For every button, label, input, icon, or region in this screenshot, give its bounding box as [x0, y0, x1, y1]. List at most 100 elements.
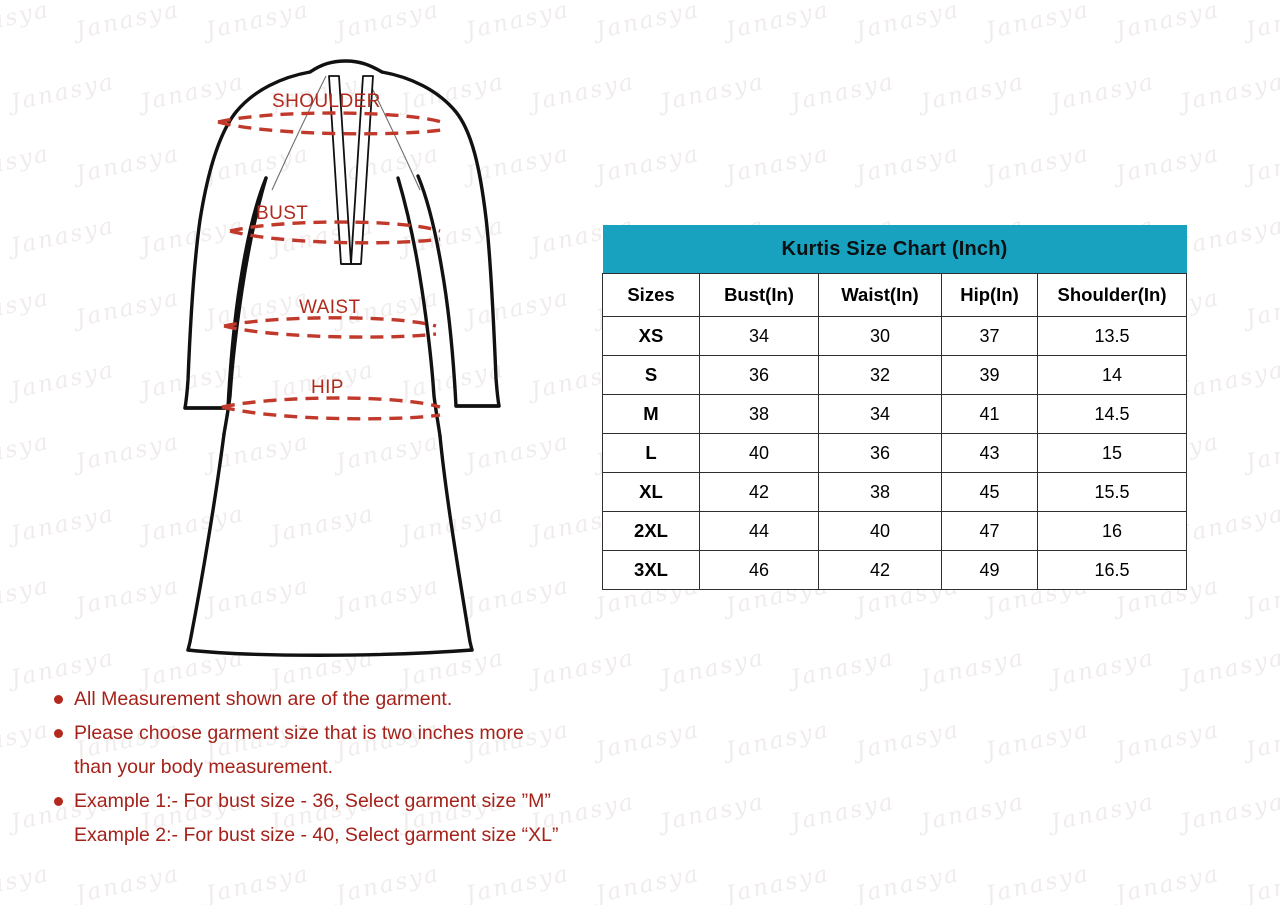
watermark-text: Janasya	[0, 284, 53, 333]
table-row: 2XL 44 40 47 16	[602, 511, 1188, 551]
cell-hip: 43	[941, 433, 1038, 473]
bust-measure-front	[229, 220, 441, 233]
note-line: Please choose garment size that is two i…	[50, 716, 750, 750]
bust-measure-back	[229, 229, 441, 245]
note-line: Example 2:- For bust size - 40, Select g…	[74, 824, 559, 846]
cell-size: XL	[602, 472, 700, 512]
watermark-text: Janasya	[1048, 644, 1158, 693]
table-row: S 36 32 39 14	[602, 355, 1188, 395]
hip-measure-back	[221, 405, 441, 421]
watermark-text: Janasya	[1178, 356, 1280, 405]
table-row: XS 34 30 37 13.5	[602, 316, 1188, 356]
cell-bust: 46	[699, 550, 819, 590]
measure-label-waist: WAIST	[299, 297, 361, 318]
watermark-text: Janasya	[528, 68, 638, 117]
chart-title: Kurtis Size Chart (Inch)	[602, 225, 1187, 274]
table-body: XS 34 30 37 13.5 S 36 32 39 14 M 38 34 41 14.5 L 40 36 43 1…	[602, 316, 1188, 590]
watermark-text: Janasya	[853, 716, 963, 765]
column-header-sizes: Sizes	[602, 273, 700, 317]
watermark-text: Janasya	[0, 428, 53, 477]
waist-measure-front	[223, 316, 437, 328]
watermark-text: Janasya	[983, 716, 1093, 765]
watermark-text: Janasya	[8, 212, 118, 261]
watermark-text: Janasya	[723, 140, 833, 189]
watermark-text: Janasya	[1178, 68, 1280, 117]
table-row: XL 42 38 45 15.5	[602, 472, 1188, 512]
watermark-row: Janasya Janasya Janasya Janasya Janasya Janas…	[0, 846, 1280, 905]
left-sleeve	[183, 70, 312, 410]
hem	[186, 648, 474, 657]
table-row: M 38 34 41 14.5	[602, 394, 1188, 434]
size-chart-table-container: Kurtis Size Chart (Inch) Sizes Bust(In) Wa…	[602, 225, 1188, 590]
cell-waist: 42	[818, 550, 942, 590]
measure-label-bust: BUST	[256, 203, 309, 224]
watermark-text: Janasya	[1178, 500, 1280, 549]
watermark-text: Janasya	[983, 140, 1093, 189]
watermark-text: Janasya	[1243, 860, 1280, 905]
cell-shoulder: 16.5	[1036, 550, 1188, 590]
cell-shoulder: 16	[1036, 511, 1188, 551]
cell-hip: 45	[941, 472, 1038, 512]
watermark-text: Janasya	[723, 0, 833, 45]
cell-bust: 34	[699, 316, 819, 356]
cell-shoulder: 13.5	[1036, 316, 1188, 356]
cell-hip: 47	[941, 511, 1038, 551]
table-row: L 40 36 43 15	[602, 433, 1188, 473]
watermark-text: Janasya	[593, 140, 703, 189]
watermark-text: Janasya	[1113, 716, 1223, 765]
cell-size: XS	[602, 316, 700, 356]
watermark-text: Janasya	[0, 185, 16, 282]
watermark-text: Janasya	[1178, 644, 1280, 693]
cell-shoulder: 15	[1036, 433, 1188, 473]
cell-waist: 36	[818, 433, 942, 473]
watermark-text: Janasya	[1113, 860, 1223, 905]
watermark-text: Janasya	[1243, 572, 1280, 621]
watermark-text: Janasya	[1243, 0, 1280, 45]
cell-size: 3XL	[602, 550, 700, 590]
neckline-top	[308, 59, 384, 74]
column-header-waist-in: Waist(In)	[818, 273, 942, 317]
watermark-text: Janasya	[1243, 428, 1280, 477]
watermark-text: Janasya	[983, 860, 1093, 905]
note-line: than your body measurement.	[74, 756, 334, 778]
watermark-text: Janasya	[1048, 68, 1158, 117]
right-sleeve	[380, 70, 501, 408]
watermark-text: Janasya	[918, 68, 1028, 117]
cell-size: L	[602, 433, 700, 473]
watermark-text: Janasya	[1113, 140, 1223, 189]
cell-hip: 49	[941, 550, 1038, 590]
watermark-text: Janasya	[1048, 788, 1158, 837]
watermark-text: Janasya	[1243, 140, 1280, 189]
cell-shoulder: 15.5	[1036, 472, 1188, 512]
notes-list: All Measurement shown are of the garment…	[50, 682, 750, 852]
hip-measure-front	[221, 396, 441, 409]
cell-waist: 32	[818, 355, 942, 395]
watermark-text: Janasya	[8, 500, 118, 549]
watermark-text: Janasya	[853, 140, 963, 189]
cell-bust: 36	[699, 355, 819, 395]
watermark-text: Janasya	[658, 68, 768, 117]
document-code-vertical: 13012020	[0, 14, 2, 76]
watermark-text: Janasya	[0, 329, 16, 426]
table-header-row: Sizes Bust(In) Waist(In) Hip(In) Shoulder(In…	[602, 273, 1188, 317]
measure-label-hip: HIP	[311, 377, 344, 398]
watermark-text: Janasya	[918, 644, 1028, 693]
watermark-text: Janasya	[0, 140, 53, 189]
cell-bust: 42	[699, 472, 819, 512]
cell-bust: 40	[699, 433, 819, 473]
cell-waist: 30	[818, 316, 942, 356]
cell-waist: 34	[818, 394, 942, 434]
watermark-text: Janasya	[0, 617, 16, 714]
watermark-text: Janasya	[0, 761, 16, 858]
shoulder-measure-front	[217, 111, 443, 124]
watermark-text: Janasya	[0, 473, 16, 570]
right-bodice-seam	[396, 176, 442, 438]
watermark-text: Janasya	[593, 0, 703, 45]
right-skirt-seam	[438, 434, 474, 652]
watermark-text: Janasya	[8, 68, 118, 117]
watermark-row: Janasya Janasya Janasya Janasya Janasya Janas…	[0, 0, 1280, 54]
shoulder-measure-back	[217, 120, 443, 136]
left-princess-line	[271, 75, 327, 191]
watermark-text: Janasya	[853, 0, 963, 45]
